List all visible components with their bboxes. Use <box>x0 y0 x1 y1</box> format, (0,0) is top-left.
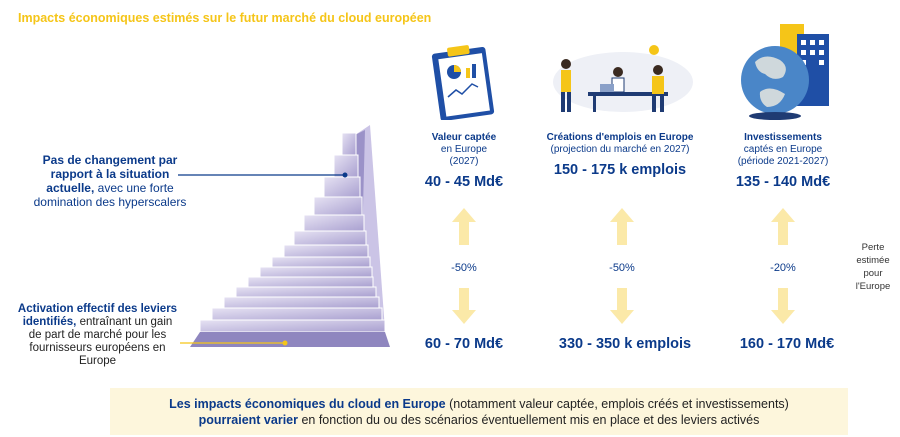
scenario-levers-bold: Activation effectif des leviers identifi… <box>17 303 178 328</box>
column-heading: Créations d'emplois en Europe <box>546 132 694 143</box>
loss-percentage: -20% <box>770 262 796 274</box>
estimated-loss-label: Perte estimée pour l'Europe <box>855 242 891 292</box>
column-valeur-captee: Valeur captée en Europe (2027) 40 - 45 M… <box>379 132 549 190</box>
top-value: 135 - 140 Md€ <box>735 174 831 190</box>
column-subheading: (période 2021-2027) <box>737 156 829 167</box>
loss-percentage: -50% <box>609 262 635 274</box>
down-arrow-icon <box>452 288 476 324</box>
scenario-status-quo-bold: Pas de changement par rapport à la situa… <box>42 153 178 195</box>
scenario-status-quo-label: Pas de changement par rapport à la situa… <box>30 153 190 209</box>
banner-bold-2: pourraient varier <box>198 413 298 427</box>
bottom-value: 60 - 70 Md€ <box>424 336 504 352</box>
scenario-levers-label: Activation effectif des leviers identifi… <box>15 303 180 368</box>
top-value: 40 - 45 Md€ <box>424 174 504 190</box>
banner-bold-1: Les impacts économiques du cloud en Euro… <box>169 397 446 411</box>
summary-banner: Les impacts économiques du cloud en Euro… <box>110 388 848 435</box>
clipboard-chart-icon <box>431 45 495 120</box>
scenario-levers-rest: entraînant un gain de part de marché pou… <box>28 316 173 367</box>
scenario-status-quo-rest: avec une forte domination des hyperscale… <box>33 181 187 209</box>
column-heading-rest: en Europe <box>440 144 488 155</box>
up-arrow-icon <box>610 208 634 245</box>
page-title: Impacts économiques estimés sur le futur… <box>18 11 432 25</box>
bottom-value: 160 - 170 Md€ <box>739 336 835 352</box>
banner-text-1: (notamment valeur captée, emplois créés … <box>445 397 789 411</box>
column-subheading: (2027) <box>449 156 479 167</box>
team-office-icon <box>553 45 693 112</box>
column-investissements: Investissements captés en Europe (périod… <box>698 132 868 190</box>
top-value: 150 - 175 k emplois <box>553 162 687 178</box>
banner-text-2: en fonction du ou des scénarios éventuel… <box>297 413 760 427</box>
up-arrow-icon <box>452 208 476 245</box>
column-subheading: (projection du marché en 2027) <box>550 144 690 155</box>
globe-buildings-icon <box>741 24 829 120</box>
column-heading-rest: captés en Europe <box>743 144 823 155</box>
column-creations-emplois: Créations d'emplois en Europe (projectio… <box>535 132 705 178</box>
column-heading: Investissements <box>744 132 822 143</box>
down-arrow-icon <box>771 288 795 324</box>
column-heading: Valeur captée <box>431 132 497 143</box>
bottom-value: 330 - 350 k emplois <box>558 336 692 352</box>
down-arrow-icon <box>610 288 634 324</box>
loss-percentage: -50% <box>451 262 477 274</box>
up-arrow-icon <box>771 208 795 245</box>
